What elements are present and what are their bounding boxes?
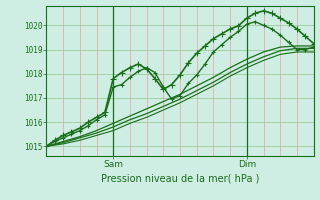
X-axis label: Pression niveau de la mer( hPa ): Pression niveau de la mer( hPa ) (101, 173, 259, 183)
